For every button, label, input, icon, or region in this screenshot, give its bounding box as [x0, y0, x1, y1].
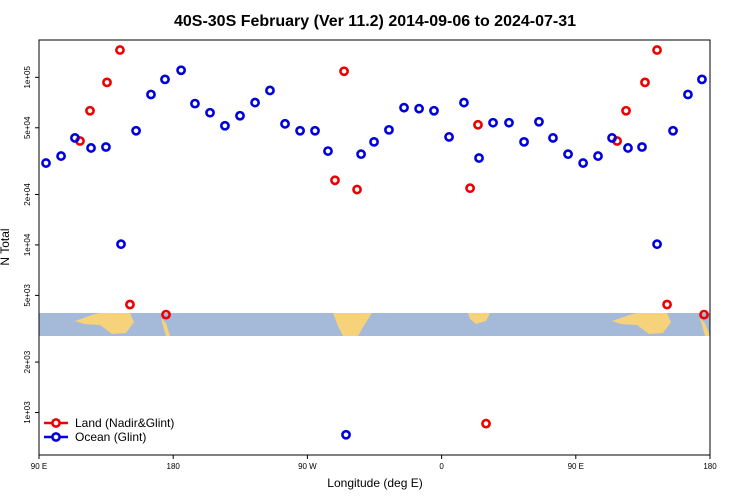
point	[481, 418, 491, 429]
x-tick-label: 90 E	[568, 462, 584, 471]
point	[280, 118, 290, 129]
point	[41, 158, 51, 168]
point	[683, 89, 693, 100]
point	[444, 132, 454, 142]
land-shape	[75, 313, 134, 334]
point	[352, 184, 362, 195]
plot-frame	[38, 39, 711, 456]
land-shape	[700, 318, 710, 336]
y-tick-label: 1e+03	[23, 401, 32, 424]
point	[384, 124, 394, 135]
point	[310, 125, 320, 136]
point	[250, 97, 260, 108]
point	[369, 136, 379, 147]
y-tick-label: 2e+04	[23, 183, 32, 206]
y-tick-label: 5e+04	[23, 116, 32, 139]
point	[85, 105, 95, 116]
ocean-strip	[39, 313, 710, 336]
point	[465, 183, 475, 194]
point	[548, 133, 558, 143]
point	[623, 143, 633, 153]
point	[578, 158, 589, 168]
x-tick-label: 0	[439, 462, 444, 471]
point	[429, 105, 439, 116]
point	[519, 136, 529, 147]
x-tick-label: 180	[703, 462, 717, 471]
point	[668, 125, 678, 136]
point	[161, 309, 171, 320]
point	[146, 89, 156, 100]
point	[474, 153, 484, 163]
y-tick-label: 1e+05	[23, 66, 32, 89]
point	[339, 66, 349, 77]
legend-marker	[51, 418, 61, 428]
point	[125, 299, 135, 310]
point	[640, 77, 650, 88]
point	[488, 117, 498, 128]
point	[593, 151, 603, 161]
point	[70, 133, 80, 143]
point	[160, 74, 170, 85]
legend-marker	[51, 432, 61, 442]
point	[563, 149, 573, 160]
land-shape	[468, 313, 490, 324]
land-shape	[161, 318, 170, 336]
point	[621, 105, 631, 116]
point	[176, 65, 187, 76]
point	[220, 120, 230, 131]
point	[115, 45, 125, 55]
point	[56, 151, 66, 161]
point	[295, 125, 305, 136]
point	[341, 429, 351, 440]
legend-label: Ocean (Glint)	[75, 430, 146, 444]
point	[662, 299, 672, 310]
point	[473, 119, 483, 130]
point	[131, 125, 141, 136]
y-tick-label: 1e+04	[23, 233, 32, 256]
point	[697, 74, 707, 85]
x-axis-title: Longitude (deg E)	[327, 476, 422, 490]
point	[101, 142, 111, 152]
land-shape	[612, 313, 671, 334]
point	[323, 146, 333, 156]
point	[637, 142, 647, 152]
point	[414, 103, 424, 114]
land-shape	[333, 313, 372, 336]
point	[534, 116, 544, 127]
y-axis-title: N Total	[0, 228, 12, 265]
legend-label: Land (Nadir&Glint)	[75, 416, 174, 430]
point	[116, 239, 126, 250]
point	[330, 175, 340, 186]
chart-title: 40S-30S February (Ver 11.2) 2014-09-06 t…	[174, 13, 576, 30]
y-tick-label: 5e+03	[23, 284, 32, 307]
point	[102, 77, 112, 88]
x-tick-label: 90 E	[31, 462, 47, 471]
point	[652, 239, 662, 250]
point	[235, 110, 245, 121]
point	[607, 133, 617, 143]
y-tick-label: 2e+03	[23, 350, 32, 373]
point	[356, 149, 366, 160]
point	[205, 107, 215, 118]
point	[459, 97, 469, 108]
point	[86, 143, 96, 153]
point	[190, 98, 200, 109]
point	[699, 309, 709, 320]
point	[399, 102, 409, 113]
point	[265, 85, 275, 96]
point	[504, 117, 514, 128]
x-tick-label: 90 W	[298, 462, 317, 471]
x-tick-label: 180	[167, 462, 181, 471]
point	[652, 45, 662, 55]
map-strip	[39, 313, 710, 336]
